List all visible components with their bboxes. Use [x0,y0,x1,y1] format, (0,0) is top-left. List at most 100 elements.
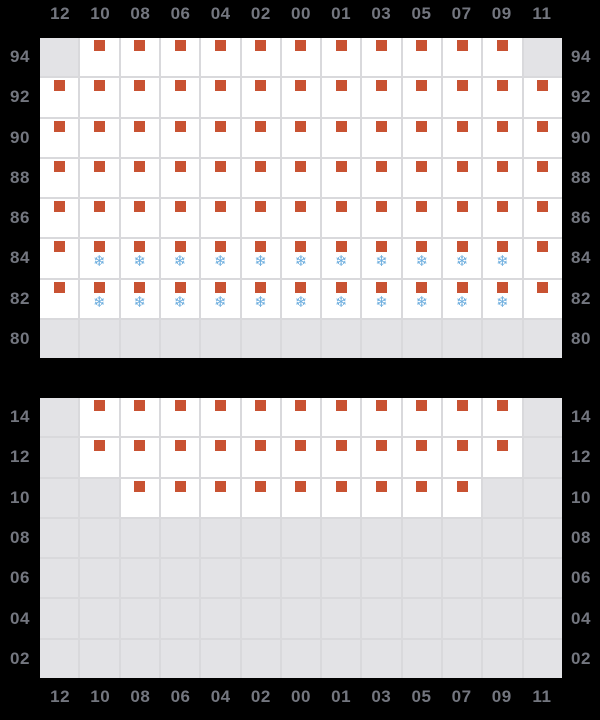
square-icon [335,201,347,212]
cell-86-06 [160,199,200,238]
square-icon [416,80,428,92]
row-label-80: 80 [10,328,30,348]
cell-82-00: ❄ [281,279,321,318]
cell-02-04 [201,639,240,678]
cell-06-01 [322,559,361,598]
snowflake-icon: ❄ [415,292,429,311]
square-icon [456,40,468,51]
square-icon [335,480,347,492]
snowflake-icon: ❄ [254,292,267,311]
cell-04-06 [160,599,200,638]
square-icon [416,241,428,253]
cell-94-10 [80,38,119,77]
square-icon [497,440,509,452]
snowflake-icon: ❄ [93,292,106,311]
cell-92-12 [40,78,79,117]
cell-82-06: ❄ [160,279,200,318]
cell-14-07 [443,398,482,437]
square-icon [53,201,65,212]
row-label-92: 92 [10,87,30,107]
cell-10-02 [241,478,280,517]
square-icon [497,160,509,172]
snowflake-icon: ❄ [455,252,469,271]
cell-08-10 [80,518,119,558]
square-icon [134,160,146,172]
cell-86-08 [120,199,159,238]
cell-02-03 [362,639,401,678]
cell-90-06 [160,118,200,157]
cell-86-03 [362,199,401,238]
column-label-05: 05 [411,687,432,706]
square-icon [174,480,186,492]
cell-04-12 [40,599,79,638]
square-icon [416,120,428,132]
cell-82-04: ❄ [201,279,240,318]
row-label-86: 86 [10,208,30,228]
cell-04-05 [402,599,442,638]
snowflake-icon: ❄ [214,252,227,271]
square-icon [93,400,105,411]
cell-12-07 [443,438,482,477]
cell-14-09 [483,398,522,437]
cell-88-12 [40,158,79,197]
snowflake-icon: ❄ [415,252,429,271]
cell-02-01 [322,639,361,678]
row-label-82: 82 [10,288,30,308]
square-icon [134,80,146,92]
cell-92-07 [443,78,482,117]
cell-08-04 [201,518,240,558]
cell-84-04: ❄ [201,239,240,278]
top-left-row-labels: 94 92 90 88 86 84 82 80 [0,38,40,358]
column-label-12: 12 [50,4,71,23]
cell-14-05 [402,398,442,437]
column-label-02: 02 [250,687,271,706]
column-label-10: 10 [90,687,111,706]
bottom-grid-band: 14 12 10 08 06 04 02 14 12 10 08 06 04 02 [0,398,600,678]
square-icon [416,160,428,172]
cell-08-02 [241,518,280,558]
cell-80-06 [160,319,200,358]
cell-86-02 [241,199,280,238]
cell-06-07 [443,559,482,598]
cell-84-07: ❄ [443,239,482,278]
cell-82-10: ❄ [80,279,119,318]
square-icon [214,40,226,51]
cell-02-11 [523,639,562,678]
cell-06-03 [362,559,401,598]
row-label-02: 02 [571,648,591,668]
square-icon [456,120,468,132]
snowflake-icon: ❄ [173,252,187,271]
square-icon [376,480,388,492]
cell-86-00 [281,199,321,238]
cell-04-04 [201,599,240,638]
square-icon [456,440,468,452]
cell-04-07 [443,599,482,638]
row-label-90: 90 [571,127,591,147]
cell-88-09 [483,158,522,197]
square-icon [174,120,186,132]
column-label-03: 03 [371,687,392,706]
cell-14-11 [523,398,562,437]
cell-88-02 [241,158,280,197]
square-icon [93,120,105,132]
column-label-02: 02 [250,4,271,23]
row-label-08: 08 [10,527,30,547]
square-icon [416,281,428,293]
square-icon [255,400,267,411]
cell-88-06 [160,158,200,197]
cell-12-02 [241,438,280,477]
cell-02-07 [443,639,482,678]
cell-86-05 [402,199,442,238]
square-icon [214,241,226,253]
cell-12-11 [523,438,562,477]
snowflake-icon: ❄ [335,252,348,271]
row-label-02: 02 [10,648,30,668]
square-icon [416,480,428,492]
square-icon [255,80,267,92]
panel-gap [0,358,600,398]
square-icon [295,480,307,492]
cell-94-07 [443,38,482,77]
square-icon [134,281,146,293]
square-icon [376,440,388,452]
column-label-11: 11 [532,4,552,23]
